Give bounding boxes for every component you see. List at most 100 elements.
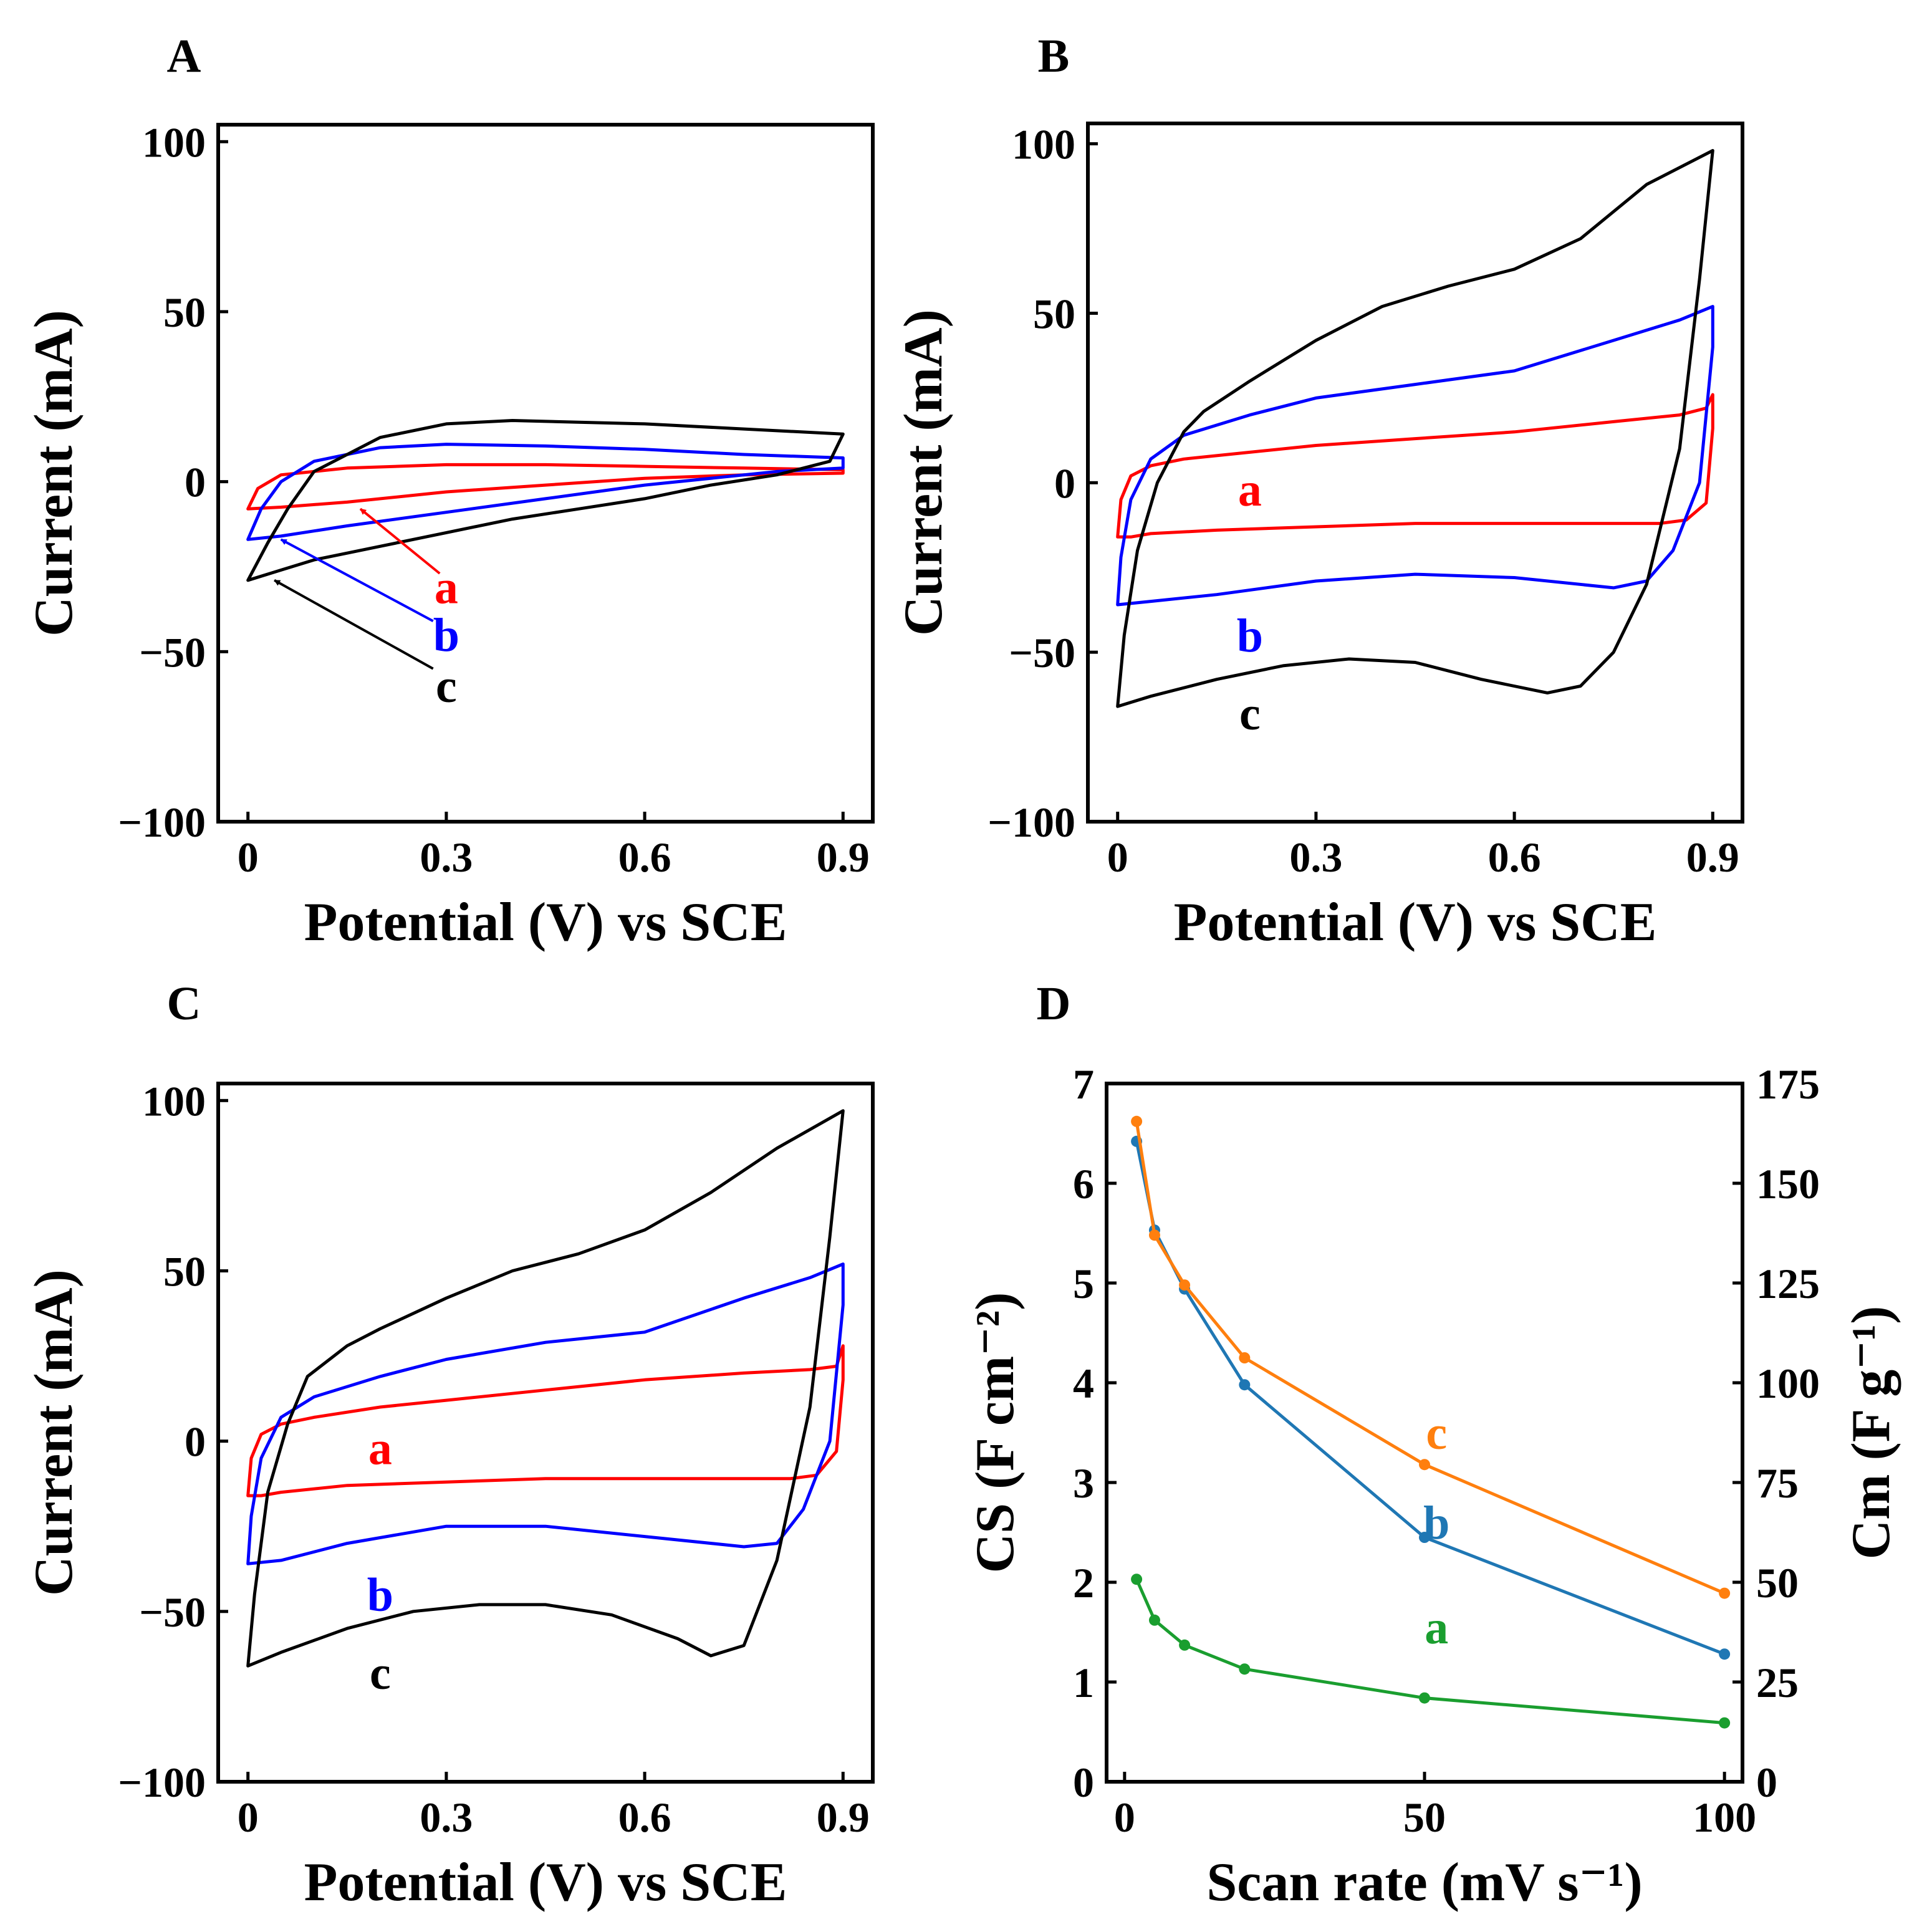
series-label-a: a: [368, 1423, 392, 1475]
x-tick-label: 0.3: [420, 834, 473, 881]
y-tick-label: 0: [185, 459, 206, 506]
series-label-a: a: [1425, 1602, 1448, 1654]
annotation-arrow: [274, 579, 434, 670]
x-tick-label: 0: [238, 1794, 259, 1841]
y-tick-label: −50: [139, 628, 206, 676]
y-right-tick-label: 0: [1756, 1759, 1777, 1806]
data-point-a: [1419, 1692, 1430, 1704]
x-tick-label: 0: [1114, 1794, 1135, 1841]
series-line-a: [1116, 393, 1714, 539]
y-tick-label: 2: [1073, 1559, 1094, 1607]
annotation-arrow: [280, 538, 434, 622]
series-line-c: [1135, 1120, 1726, 1595]
data-point-a: [1719, 1717, 1731, 1729]
series-label-a: a: [435, 562, 458, 614]
x-tick-label: 0.3: [1289, 834, 1342, 881]
series-line-c: [1116, 149, 1714, 708]
y-axis-label: Current (mA): [24, 310, 84, 637]
data-point-b: [1719, 1648, 1731, 1660]
x-tick-label: 0: [1107, 834, 1128, 881]
y-tick-label: −50: [139, 1588, 206, 1636]
y-tick-label: −50: [1009, 629, 1075, 676]
axes-frame: [216, 1082, 875, 1784]
series-line-a: [246, 463, 845, 511]
series-line-c: [246, 419, 845, 582]
series-label-c: c: [436, 660, 457, 713]
y-axis-label: Current (mA): [24, 1269, 84, 1596]
x-tick-label: 0: [238, 834, 259, 881]
x-tick-label: 0.9: [1686, 834, 1739, 881]
y-tick-label: −100: [118, 1759, 206, 1806]
x-tick-label: 0.3: [420, 1794, 473, 1841]
data-point-a: [1239, 1663, 1251, 1675]
y-tick-label: 5: [1073, 1260, 1094, 1307]
x-tick-label: 0.6: [618, 1794, 671, 1841]
y-right-tick-label: 125: [1756, 1260, 1820, 1307]
series-label-b: b: [1423, 1497, 1449, 1549]
x-tick-label: 100: [1693, 1794, 1756, 1841]
x-tick-label: 50: [1403, 1794, 1446, 1841]
axes-frame: [1105, 1082, 1744, 1784]
data-point-c: [1239, 1352, 1251, 1363]
series-label-a: a: [1238, 464, 1262, 516]
y-tick-label: −100: [988, 799, 1075, 846]
panel-letter: A: [167, 30, 201, 82]
x-axis-label: Potential (V) vs SCE: [304, 892, 787, 953]
y-tick-label: 0: [185, 1418, 206, 1466]
y-right-axis-label: Cm (F g⁻¹): [1841, 1306, 1901, 1560]
annotation-arrow: [359, 507, 441, 575]
series-line-b: [1116, 305, 1714, 607]
series-label-c: c: [1239, 688, 1261, 740]
x-axis-label: Potential (V) vs SCE: [304, 1852, 787, 1913]
panel-letter: D: [1037, 978, 1071, 1030]
x-axis-label: Potential (V) vs SCE: [1174, 892, 1657, 953]
y-tick-label: 0: [1073, 1759, 1094, 1806]
series-label-c: c: [370, 1647, 391, 1699]
series-label-b: b: [367, 1569, 393, 1622]
series-line-a: [246, 1344, 845, 1497]
data-point-c: [1179, 1279, 1191, 1291]
y-tick-label: 6: [1073, 1160, 1094, 1208]
data-point-c: [1719, 1587, 1731, 1599]
series-line-c: [246, 1109, 845, 1668]
y-right-tick-label: 100: [1756, 1360, 1820, 1407]
y-tick-label: 50: [1033, 290, 1075, 337]
y-tick-label: 0: [1054, 459, 1075, 507]
data-point-c: [1148, 1229, 1160, 1241]
data-point-b: [1239, 1379, 1251, 1391]
x-axis-label: Scan rate (mV s⁻¹): [1206, 1852, 1642, 1913]
y-right-tick-label: 50: [1756, 1559, 1799, 1607]
y-tick-label: 50: [163, 1247, 206, 1295]
y-tick-label: 1: [1073, 1659, 1094, 1706]
y-axis-label: Current (mA): [893, 309, 954, 636]
y-tick-label: 7: [1073, 1060, 1094, 1108]
x-tick-label: 0.6: [618, 834, 671, 881]
data-point-b: [1419, 1532, 1430, 1543]
y-tick-label: 100: [142, 1077, 206, 1125]
y-tick-label: 3: [1073, 1459, 1094, 1507]
panel-c: C 0 0.3 0.6 0.9 −100 −50 0 50 100 Potential (V) vs…: [24, 978, 875, 1913]
y-right-tick-label: 25: [1756, 1659, 1799, 1706]
series-label-b: b: [1237, 610, 1263, 662]
data-point-c: [1419, 1459, 1430, 1471]
series-label-b: b: [433, 609, 459, 661]
series-label-c: c: [1426, 1407, 1447, 1459]
panel-b: B 0 0.3 0.6 0.9 −100 −50 0 50 100 Potential (V) vs…: [893, 30, 1744, 953]
series-line-a: [1135, 1577, 1726, 1725]
y-right-tick-label: 175: [1756, 1060, 1820, 1108]
data-point-a: [1131, 1574, 1143, 1585]
data-point-a: [1148, 1614, 1160, 1626]
series-line-b: [246, 1262, 845, 1565]
y-tick-label: 100: [142, 118, 206, 166]
x-tick-label: 0.9: [817, 1794, 870, 1841]
x-tick-label: 0.6: [1488, 834, 1541, 881]
y-tick-label: −100: [118, 799, 206, 846]
panel-letter: B: [1038, 30, 1070, 82]
data-point-c: [1131, 1115, 1143, 1127]
series-line-b: [246, 443, 845, 541]
y-tick-label: 50: [163, 289, 206, 336]
axes-frame: [216, 123, 875, 824]
panel-letter: C: [167, 978, 201, 1030]
